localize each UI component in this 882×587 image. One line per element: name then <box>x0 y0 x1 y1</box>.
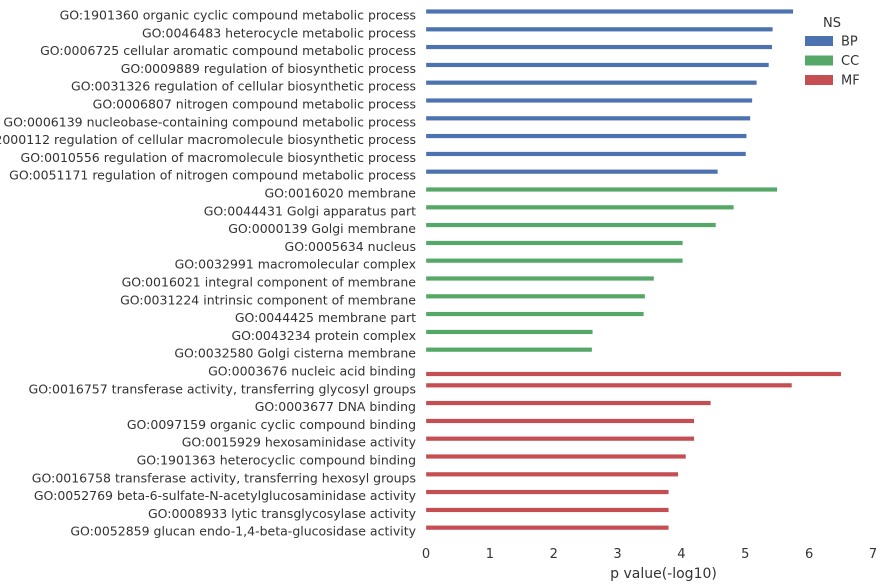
legend-swatch-mf <box>805 75 833 85</box>
bar-cc <box>425 329 593 335</box>
category-label: GO:0003676 nucleic acid binding <box>208 364 416 379</box>
category-label: GO:0006807 nitrogen compound metabolic p… <box>93 97 416 112</box>
bar-bp <box>425 44 773 50</box>
bar-mf <box>425 489 669 495</box>
category-label: GO:0016757 transferase activity, transfe… <box>29 381 416 396</box>
bar-mf <box>425 418 695 424</box>
x-axis-title: p value(-log10) <box>610 566 717 582</box>
category-label: GO:1901363 heterocyclic compound binding <box>137 453 416 468</box>
x-axis: 0 1 2 3 4 5 6 7 <box>422 547 877 562</box>
category-label: GO:0046483 heterocycle metabolic process <box>142 25 416 40</box>
category-label: GO:0051171 regulation of nitrogen compou… <box>9 168 416 183</box>
bar-mf <box>425 525 669 531</box>
x-tick-label: 2 <box>550 547 558 562</box>
category-label: GO:0052769 beta-6-sulfate-N-acetylglucos… <box>34 488 417 503</box>
bar-bp <box>425 62 770 68</box>
x-tick-label: 3 <box>613 547 621 562</box>
category-label: GO:0008933 lytic transglycosylase activi… <box>148 506 417 521</box>
category-label: GO:0006139 nucleobase-containing compoun… <box>3 114 416 129</box>
category-label: GO:0000139 Golgi membrane <box>228 221 416 236</box>
bar-cc <box>425 258 683 264</box>
category-label: GO:0016758 transferase activity, transfe… <box>32 470 416 485</box>
bar-cc <box>425 204 734 210</box>
category-label: GO:0015929 hexosaminidase activity <box>182 435 417 450</box>
bar-mf <box>425 454 687 459</box>
bar-mf <box>425 382 793 388</box>
legend-label-bp: BP <box>841 35 858 50</box>
x-tick-label: 5 <box>741 547 749 562</box>
bar-cc <box>425 240 683 246</box>
category-label: GO:0032991 macromolecular complex <box>175 257 416 272</box>
bar-mf <box>425 400 711 406</box>
legend-label-cc: CC <box>841 54 859 69</box>
category-label: GO:0052859 glucan endo-1,4-beta-glucosid… <box>70 524 416 539</box>
bar-bp <box>425 80 757 86</box>
category-label: GO:2000112 regulation of cellular macrom… <box>0 132 416 147</box>
bar-bp <box>425 115 751 121</box>
x-tick-label: 0 <box>422 547 430 562</box>
legend: NS BP CC MF <box>805 16 860 89</box>
legend-title: NS <box>823 16 841 31</box>
category-label: GO:0031326 regulation of cellular biosyn… <box>71 79 416 94</box>
category-label: GO:1901360 organic cyclic compound metab… <box>60 8 416 23</box>
bar-mf <box>425 471 679 477</box>
category-label: GO:0010556 regulation of macromolecule b… <box>21 150 416 165</box>
bar-cc <box>425 311 644 317</box>
bar-cc <box>425 347 593 353</box>
bar-cc <box>425 187 778 192</box>
bar-cc <box>425 293 646 299</box>
category-label: GO:0043234 protein complex <box>231 328 416 343</box>
bar-bp <box>425 133 747 139</box>
bar-bp <box>425 9 794 14</box>
category-label: GO:0031224 intrinsic component of membra… <box>120 292 416 307</box>
category-label: GO:0016021 integral component of membran… <box>122 275 417 290</box>
legend-swatch-bp <box>805 36 833 46</box>
bar-cc <box>425 222 717 228</box>
bar-mf <box>425 436 695 442</box>
bar-bp <box>425 169 718 175</box>
bar-mf <box>425 507 669 513</box>
category-labels: GO:1901360 organic cyclic compound metab… <box>0 8 417 539</box>
category-label: GO:0005634 nucleus <box>285 239 416 254</box>
bar-cc <box>425 276 655 281</box>
x-tick-label: 4 <box>677 547 685 562</box>
legend-swatch-cc <box>805 55 833 66</box>
x-tick-label: 1 <box>486 547 494 562</box>
category-label: GO:0097159 organic cyclic compound bindi… <box>127 417 416 432</box>
category-label: GO:0016020 membrane <box>264 186 416 201</box>
category-label: GO:0044431 Golgi apparatus part <box>204 203 416 218</box>
category-label: GO:0032580 Golgi cisterna membrane <box>174 346 416 361</box>
bar-bp <box>425 26 773 32</box>
bar-bp <box>425 98 753 103</box>
bars <box>425 9 842 531</box>
x-tick-label: 6 <box>805 547 813 562</box>
bar-mf <box>425 371 842 377</box>
category-label: GO:0003677 DNA binding <box>255 399 416 414</box>
category-label: GO:0044425 membrane part <box>235 310 416 325</box>
x-tick-label: 7 <box>869 547 877 562</box>
category-label: GO:0009889 regulation of biosynthetic pr… <box>121 61 416 76</box>
category-label: GO:0006725 cellular aromatic compound me… <box>40 43 416 58</box>
legend-label-mf: MF <box>841 74 860 89</box>
bar-bp <box>425 151 747 157</box>
